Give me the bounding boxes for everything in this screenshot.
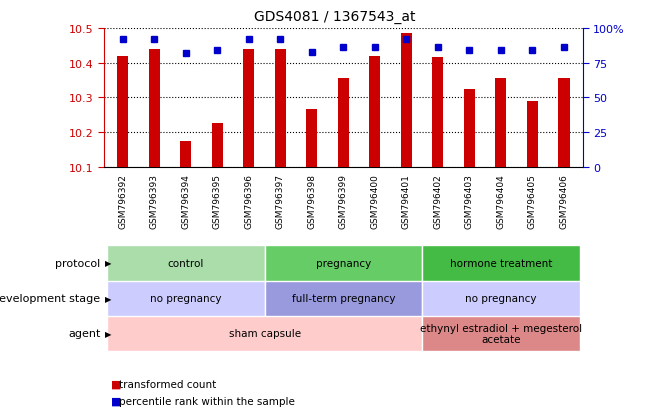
Text: development stage: development stage: [0, 293, 100, 304]
Bar: [275, 50, 286, 167]
Bar: [401, 34, 412, 167]
Text: sham capsule: sham capsule: [228, 328, 301, 339]
Text: ■: ■: [111, 396, 121, 406]
Bar: [212, 124, 223, 167]
Bar: [369, 57, 381, 167]
Bar: [117, 57, 128, 167]
Bar: [559, 79, 570, 167]
Bar: [432, 58, 444, 167]
Bar: [338, 79, 349, 167]
Text: agent: agent: [68, 328, 100, 339]
Text: ethynyl estradiol + megesterol
acetate: ethynyl estradiol + megesterol acetate: [420, 323, 582, 344]
Bar: [107, 246, 265, 281]
Bar: [243, 50, 255, 167]
Bar: [464, 90, 475, 167]
Bar: [180, 141, 192, 167]
Text: control: control: [168, 258, 204, 268]
Text: GSM796398: GSM796398: [308, 174, 316, 229]
Bar: [265, 281, 422, 316]
Text: GSM796395: GSM796395: [213, 174, 222, 229]
Text: ■: ■: [111, 379, 121, 389]
Text: GDS4081 / 1367543_at: GDS4081 / 1367543_at: [254, 10, 416, 24]
Text: GSM796396: GSM796396: [245, 174, 253, 229]
Text: protocol: protocol: [55, 258, 100, 268]
Bar: [107, 281, 265, 316]
Text: GSM796392: GSM796392: [119, 174, 127, 229]
Text: full-term pregnancy: full-term pregnancy: [291, 293, 395, 304]
Text: GSM796402: GSM796402: [433, 174, 442, 228]
Bar: [107, 316, 422, 351]
Bar: [527, 102, 538, 167]
Text: GSM796399: GSM796399: [339, 174, 348, 229]
Bar: [495, 79, 507, 167]
Text: ▶: ▶: [105, 329, 112, 338]
Text: hormone treatment: hormone treatment: [450, 258, 552, 268]
Bar: [422, 316, 580, 351]
Text: ▶: ▶: [105, 294, 112, 303]
Text: ▶: ▶: [105, 259, 112, 268]
Bar: [422, 246, 580, 281]
Text: GSM796400: GSM796400: [371, 174, 379, 229]
Bar: [265, 246, 422, 281]
Text: percentile rank within the sample: percentile rank within the sample: [119, 396, 295, 406]
Text: GSM796405: GSM796405: [528, 174, 537, 229]
Text: GSM796404: GSM796404: [496, 174, 505, 228]
Bar: [149, 50, 159, 167]
Text: no pregnancy: no pregnancy: [465, 293, 537, 304]
Text: no pregnancy: no pregnancy: [150, 293, 222, 304]
Text: GSM796403: GSM796403: [465, 174, 474, 229]
Text: GSM796406: GSM796406: [559, 174, 568, 229]
Text: GSM796397: GSM796397: [276, 174, 285, 229]
Text: GSM796394: GSM796394: [182, 174, 190, 229]
Text: pregnancy: pregnancy: [316, 258, 371, 268]
Text: transformed count: transformed count: [119, 379, 216, 389]
Text: GSM796401: GSM796401: [402, 174, 411, 229]
Bar: [422, 281, 580, 316]
Bar: [306, 110, 318, 167]
Text: GSM796393: GSM796393: [150, 174, 159, 229]
